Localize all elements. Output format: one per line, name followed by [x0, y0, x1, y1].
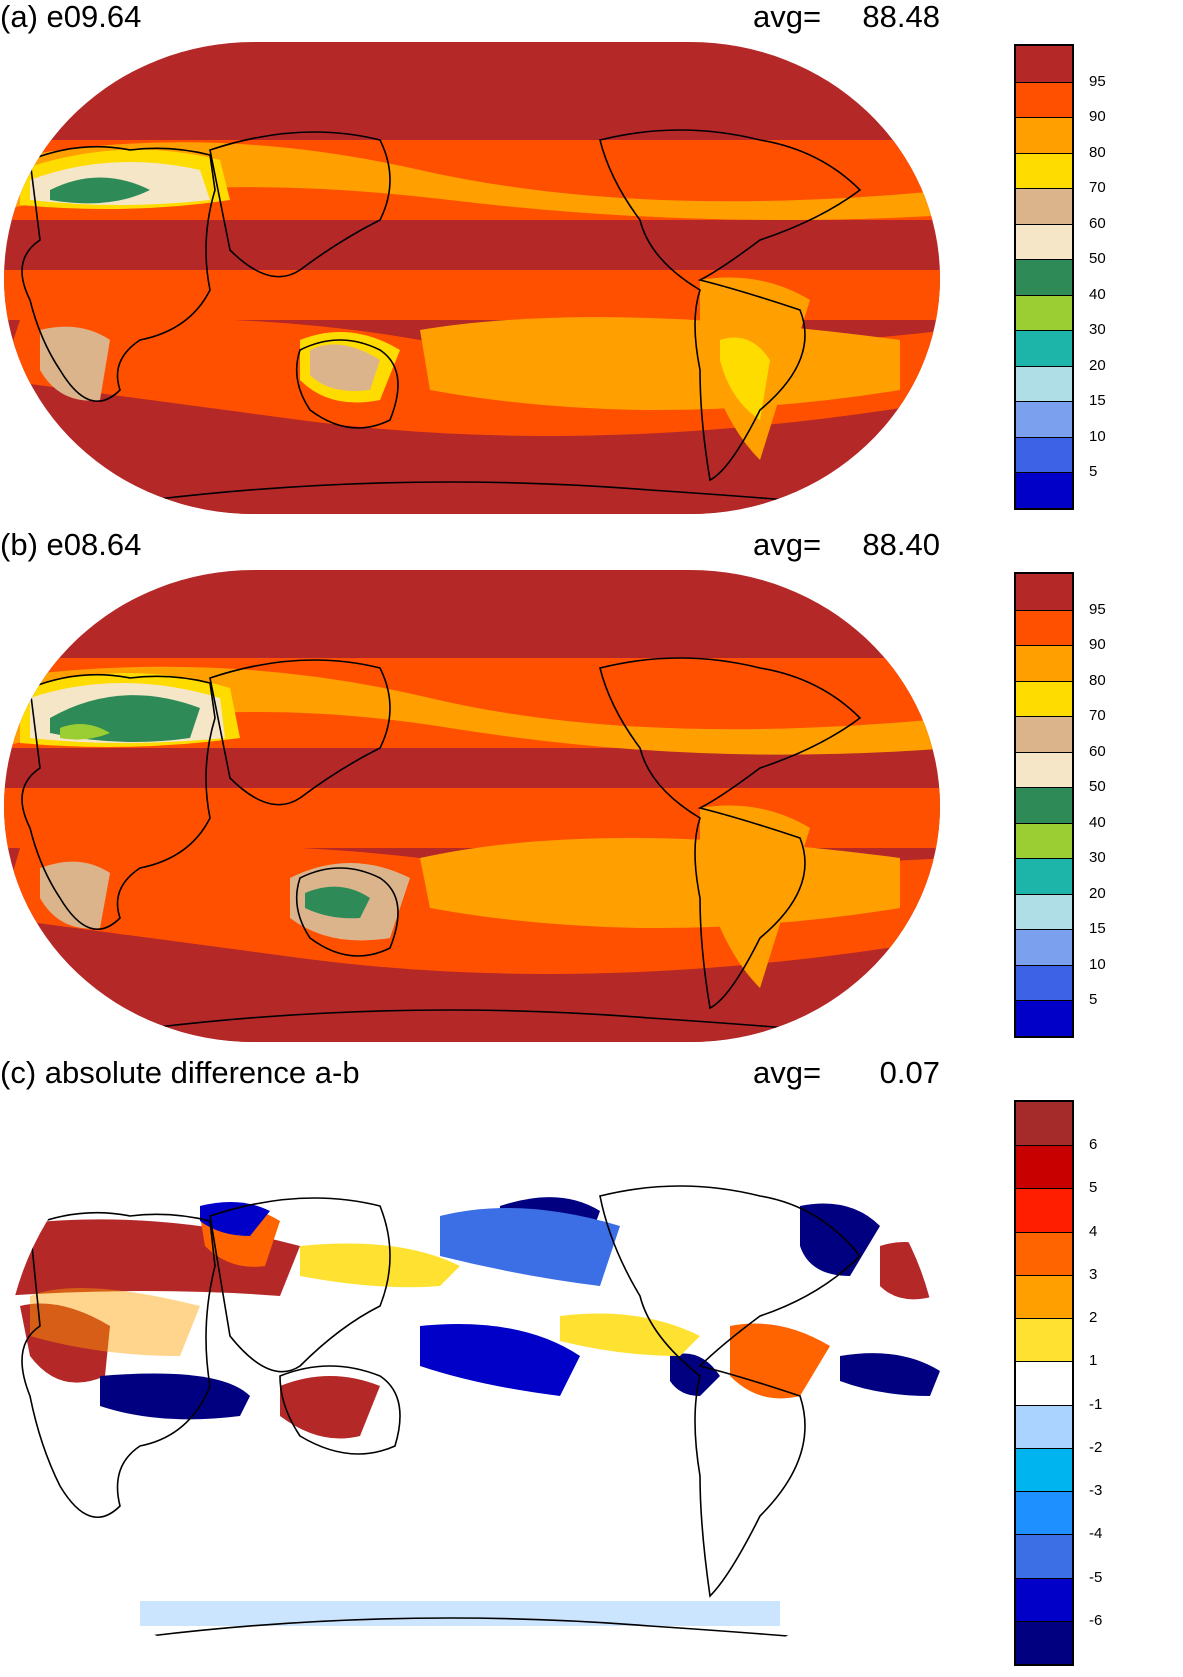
colorbar-segment — [1016, 330, 1072, 366]
colorbar-tick-label: -2 — [1089, 1438, 1103, 1456]
colorbar-segment — [1016, 680, 1072, 717]
colorbar-segment — [1016, 1102, 1072, 1146]
colorbar-segment — [1016, 259, 1072, 295]
panel-c: (c) absolute difference a-b avg= 0.07 — [0, 1056, 1183, 1677]
colorbar-tick-label: 10 — [1089, 427, 1106, 445]
panel-title: (c) absolute difference a-b — [0, 1055, 360, 1090]
avg-value: 88.48 — [862, 0, 940, 34]
avg-value: 88.40 — [862, 527, 940, 562]
colorbar-segment — [1016, 1534, 1072, 1578]
colorbar-tick-label: 2 — [1089, 1309, 1098, 1327]
colorbar-tick-label: -1 — [1089, 1395, 1103, 1413]
colorbar-tick-label: 5 — [1089, 463, 1098, 481]
colorbar-tick-label: 50 — [1089, 778, 1106, 796]
map-c — [4, 1098, 940, 1658]
colorbar-segment — [1016, 46, 1072, 82]
colorbar-segment — [1016, 1188, 1072, 1232]
colorbar-tick-label: 60 — [1089, 742, 1106, 760]
colorbar-segment — [1016, 294, 1072, 331]
colorbar-tick-label: 15 — [1089, 920, 1106, 938]
colorbar-tick-label: 20 — [1089, 884, 1106, 902]
panel-title: (a) e09.64 — [0, 0, 142, 34]
colorbar-segment — [1016, 1318, 1072, 1362]
colorbar-segment — [1016, 1404, 1072, 1448]
colorbar-segment — [1016, 893, 1072, 930]
map-b — [4, 570, 940, 1042]
colorbar-segment — [1016, 152, 1072, 189]
colorbar-tick-label: 20 — [1089, 356, 1106, 374]
colorbar-segment — [1016, 574, 1072, 610]
colorbar-tick-label: 90 — [1089, 108, 1106, 126]
avg-value: 0.07 — [879, 1055, 940, 1090]
map-a — [4, 42, 940, 514]
colorbar-tick-label: 40 — [1089, 813, 1106, 831]
colorbar-segment — [1016, 964, 1072, 1001]
colorbar-tick-label: 6 — [1089, 1136, 1098, 1154]
colorbar-tick-label: -4 — [1089, 1525, 1103, 1543]
colorbar-segment — [1016, 1620, 1072, 1664]
colorbar-tick-label: 30 — [1089, 849, 1106, 867]
colorbar-tick-label: 30 — [1089, 321, 1106, 339]
colorbar-tick-label: 60 — [1089, 214, 1106, 232]
panel-title: (b) e08.64 — [0, 527, 142, 562]
colorbar-tick-label: 4 — [1089, 1222, 1098, 1240]
colorbar-segment — [1016, 436, 1072, 473]
colorbar-tick-label: 95 — [1089, 600, 1106, 618]
colorbar-segment — [1016, 1274, 1072, 1319]
colorbar-segment — [1016, 858, 1072, 894]
colorbar-segment — [1016, 1145, 1072, 1189]
avg-label: avg= — [753, 527, 822, 562]
colorbar-tick-label: 5 — [1089, 1179, 1098, 1197]
colorbar-c — [1014, 1100, 1074, 1666]
avg-label: avg= — [753, 0, 822, 34]
colorbar-tick-label: 1 — [1089, 1352, 1098, 1370]
colorbar-segment — [1016, 1231, 1072, 1275]
colorbar-segment — [1016, 223, 1072, 260]
avg-label: avg= — [753, 1055, 822, 1090]
colorbar-segment — [1016, 787, 1072, 823]
colorbar-tick-label: 40 — [1089, 285, 1106, 303]
colorbar-segment — [1016, 716, 1072, 752]
colorbar-tick-label: 80 — [1089, 671, 1106, 689]
colorbar-tick-label: -5 — [1089, 1568, 1103, 1586]
colorbar-segment — [1016, 1447, 1072, 1492]
colorbar-tick-label: 80 — [1089, 143, 1106, 161]
colorbar-segment — [1016, 1577, 1072, 1621]
colorbar-a — [1014, 44, 1074, 510]
panel-b: (b) e08.64 avg= 88.40 — [0, 528, 1183, 1048]
colorbar-tick-label: 3 — [1089, 1265, 1098, 1283]
colorbar-segment — [1016, 645, 1072, 681]
colorbar-segment — [1016, 81, 1072, 118]
colorbar-segment — [1016, 1361, 1072, 1405]
colorbar-segment — [1016, 472, 1072, 508]
colorbar-segment — [1016, 929, 1072, 965]
colorbar-segment — [1016, 117, 1072, 153]
panel-a: (a) e09.64 avg= 88.48 — [0, 0, 1183, 520]
colorbar-segment — [1016, 822, 1072, 859]
colorbar-tick-label: 5 — [1089, 991, 1098, 1009]
colorbar-segment — [1016, 188, 1072, 224]
colorbar-b — [1014, 572, 1074, 1038]
colorbar-segment — [1016, 1491, 1072, 1535]
colorbar-segment — [1016, 401, 1072, 437]
colorbar-tick-label: 70 — [1089, 707, 1106, 725]
colorbar-segment — [1016, 1000, 1072, 1036]
colorbar-segment — [1016, 365, 1072, 402]
colorbar-tick-label: 70 — [1089, 179, 1106, 197]
colorbar-segment — [1016, 609, 1072, 646]
colorbar-tick-label: -3 — [1089, 1482, 1103, 1500]
colorbar-tick-label: 50 — [1089, 250, 1106, 268]
colorbar-tick-label: 90 — [1089, 636, 1106, 654]
colorbar-tick-label: 95 — [1089, 72, 1106, 90]
colorbar-segment — [1016, 751, 1072, 788]
colorbar-tick-label: 10 — [1089, 955, 1106, 973]
colorbar-tick-label: -6 — [1089, 1611, 1103, 1629]
colorbar-tick-label: 15 — [1089, 392, 1106, 410]
